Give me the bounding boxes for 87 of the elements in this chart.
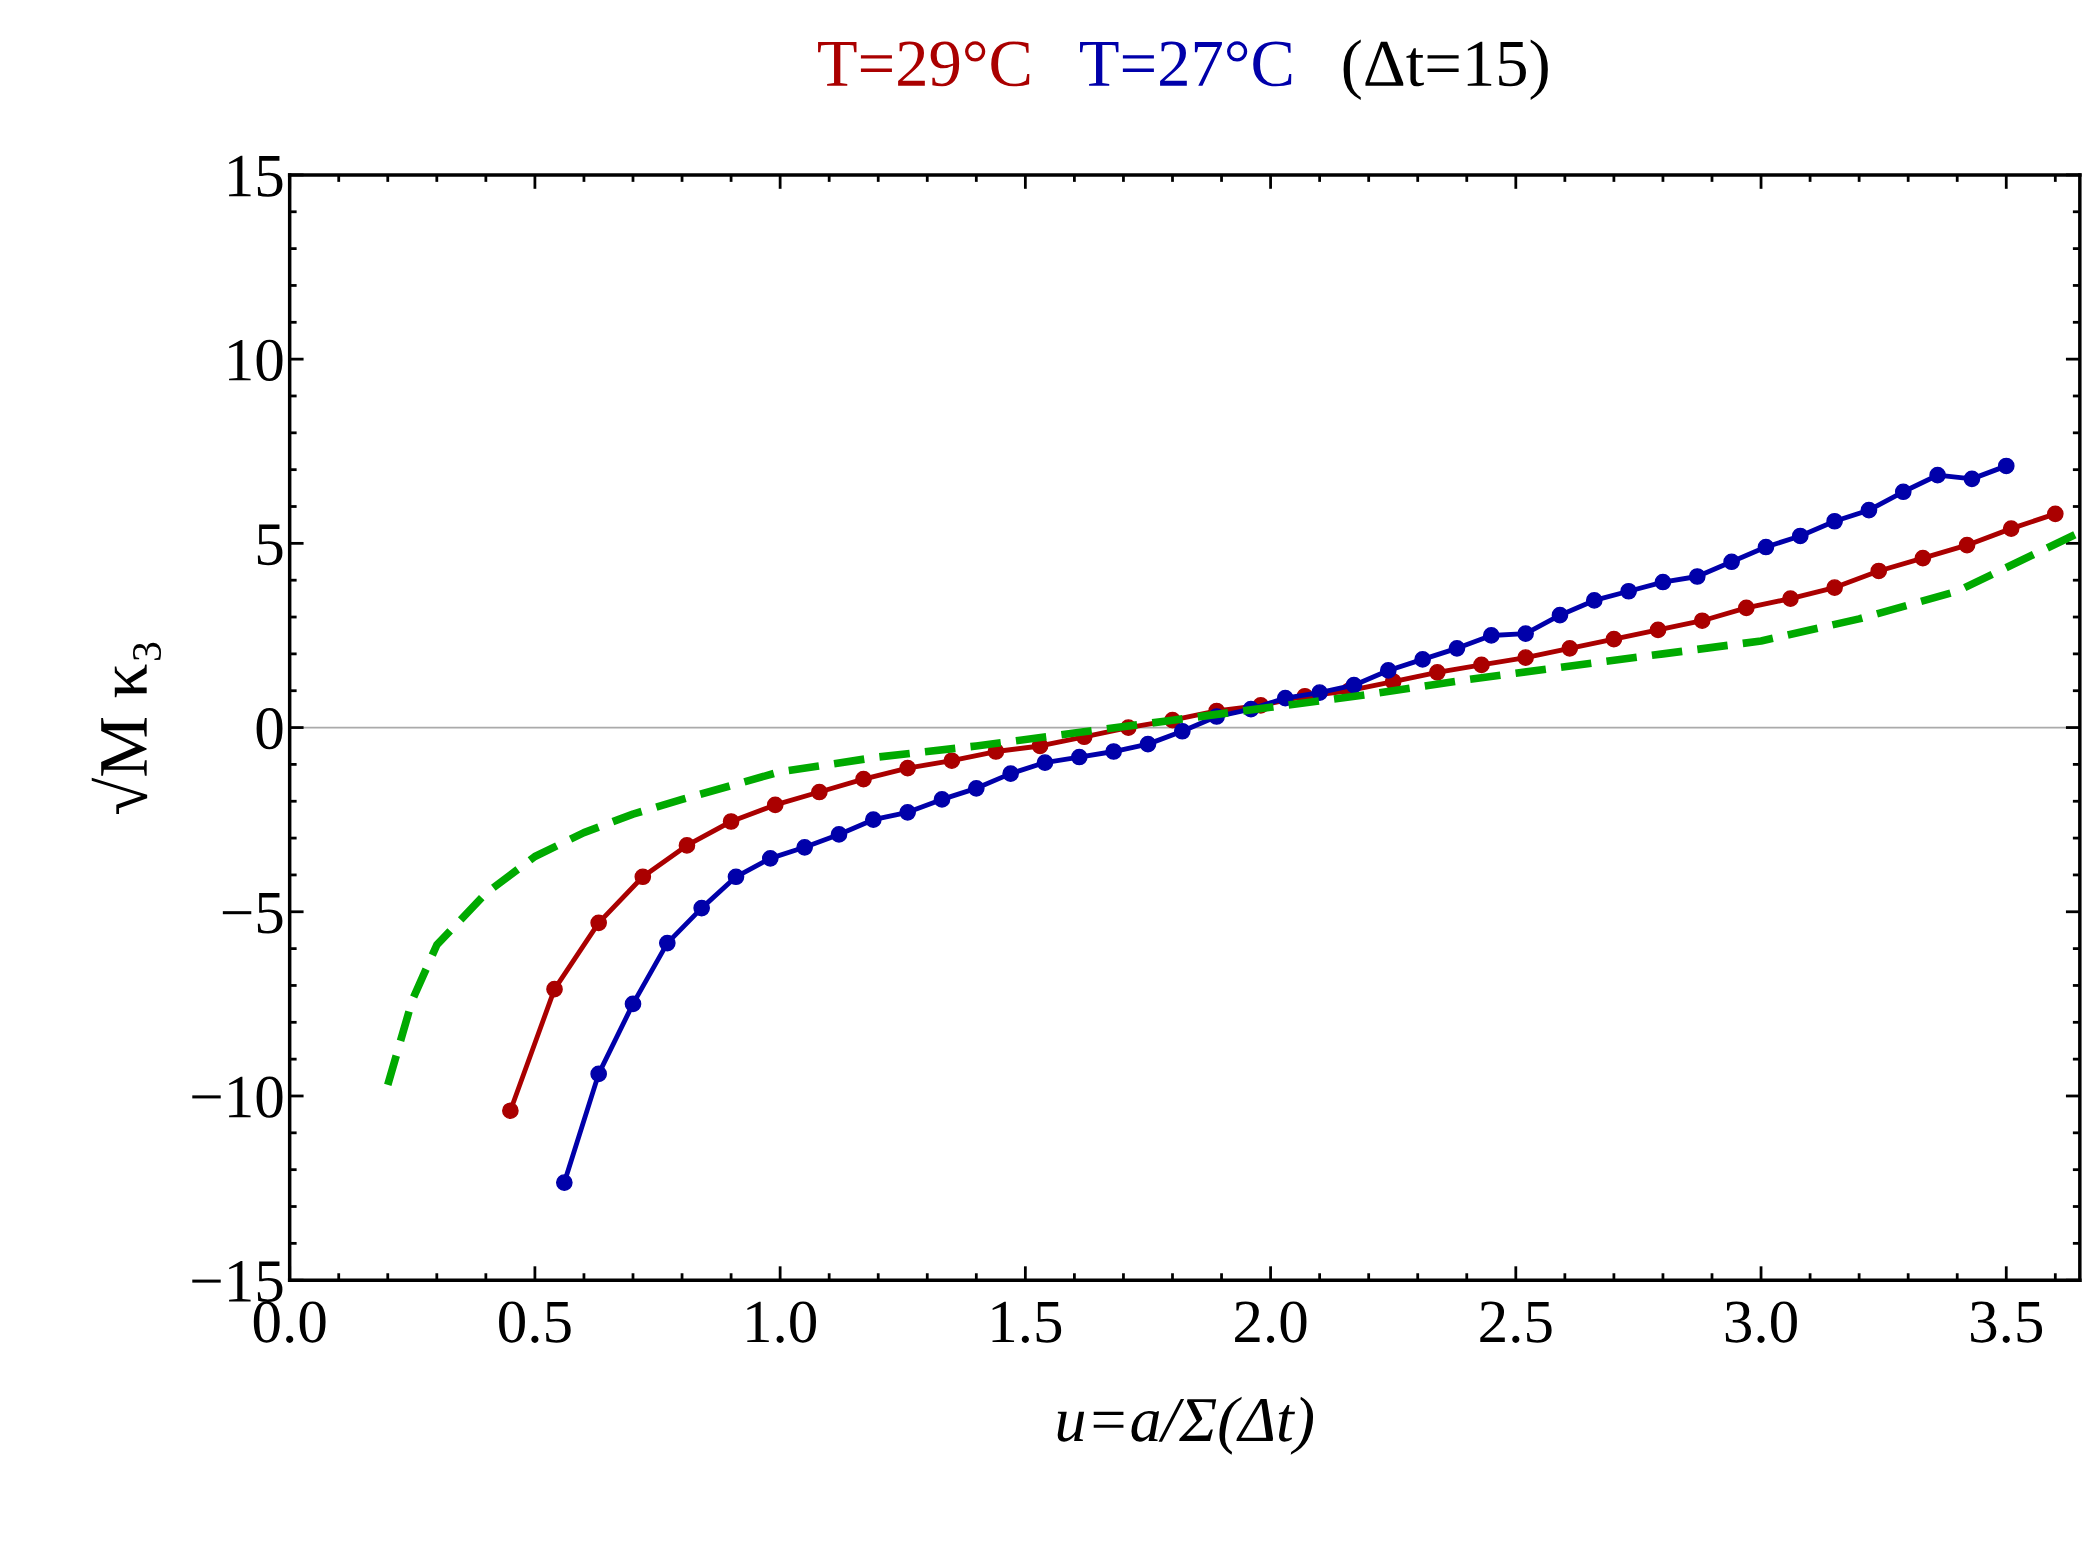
point: [1345, 676, 1363, 694]
point: [1826, 579, 1843, 596]
point: [727, 868, 745, 886]
point: [1379, 662, 1397, 679]
point: [1517, 649, 1534, 666]
point: [1482, 627, 1500, 644]
point: [899, 803, 916, 821]
point: [590, 914, 607, 932]
point: [658, 934, 676, 952]
y-tick-label: −15: [192, 1261, 283, 1302]
point: [2046, 505, 2064, 523]
y-tick-label: −10: [192, 1076, 283, 1118]
point: [1139, 735, 1157, 753]
point: [796, 838, 813, 856]
chart-title: (Δt=15): [1343, 39, 1548, 100]
point: [1605, 630, 1623, 648]
point: [1649, 621, 1667, 639]
point: [555, 1174, 573, 1191]
point: [1693, 612, 1711, 630]
point: [1414, 651, 1431, 668]
point: [1757, 538, 1775, 556]
x-tick-label: 3.5: [1970, 1301, 2043, 1343]
point: [1963, 470, 1981, 488]
point: [811, 783, 828, 801]
point: [2002, 520, 2020, 537]
point: [1870, 562, 1888, 580]
point: [1173, 722, 1191, 740]
point: [943, 752, 961, 770]
point: [678, 837, 696, 854]
point: [634, 868, 652, 886]
point: [624, 995, 642, 1013]
text: T=29°C: [818, 41, 1030, 87]
point: [1782, 590, 1799, 607]
point: [1737, 599, 1755, 617]
point: [1997, 457, 2015, 475]
point: [546, 980, 563, 998]
point: [1070, 748, 1088, 766]
point: [1036, 754, 1054, 771]
x-tick-label: 3.0: [1725, 1301, 1797, 1343]
point: [830, 826, 848, 843]
point: [590, 1065, 607, 1083]
point: [933, 791, 951, 808]
point: [1473, 656, 1490, 674]
point: [1620, 582, 1637, 600]
point: [761, 850, 779, 867]
x-tick-label: 0.5: [499, 1301, 571, 1343]
point: [1585, 592, 1603, 609]
point: [1105, 743, 1122, 760]
y-axis-title: √M κ₃: [91, 642, 162, 815]
y-tick-label: 5: [257, 524, 283, 566]
point: [1561, 640, 1579, 657]
point: [1826, 512, 1843, 530]
point: [1723, 553, 1740, 571]
point: [1002, 765, 1019, 782]
point: [1860, 501, 1878, 519]
point: [766, 796, 784, 814]
point: [855, 770, 872, 788]
point: [1654, 573, 1672, 591]
x-tick-label: 2.5: [1480, 1301, 1552, 1343]
text: T=27°C: [1080, 41, 1292, 87]
point: [864, 811, 882, 829]
point: [1517, 625, 1534, 642]
x-tick-label: 0.0: [253, 1301, 326, 1343]
point: [1276, 689, 1294, 707]
point: [1551, 606, 1569, 624]
point: [1791, 527, 1809, 545]
point: [1914, 549, 1932, 567]
point: [1448, 640, 1466, 657]
x-tick-label: 2.0: [1235, 1301, 1307, 1343]
point: [722, 813, 740, 830]
point: [502, 1102, 519, 1120]
point: [899, 759, 916, 777]
y-tick-label: −5: [222, 892, 283, 934]
point: [1428, 663, 1446, 681]
point: [1929, 466, 1946, 484]
x-tick-label: 1.5: [992, 1301, 1062, 1343]
x-tick-label: 1.0: [747, 1301, 816, 1343]
y-tick-label: 10: [229, 339, 283, 381]
point: [1894, 483, 1912, 501]
x-axis-title: u=a/Σ(Δt): [1057, 1396, 1314, 1455]
point: [1311, 684, 1328, 701]
y-tick-label: 15: [229, 155, 283, 197]
point: [1688, 568, 1706, 585]
point: [693, 899, 710, 917]
point: [967, 780, 985, 797]
point: [1958, 536, 1976, 554]
y-tick-label: 0: [256, 708, 283, 750]
